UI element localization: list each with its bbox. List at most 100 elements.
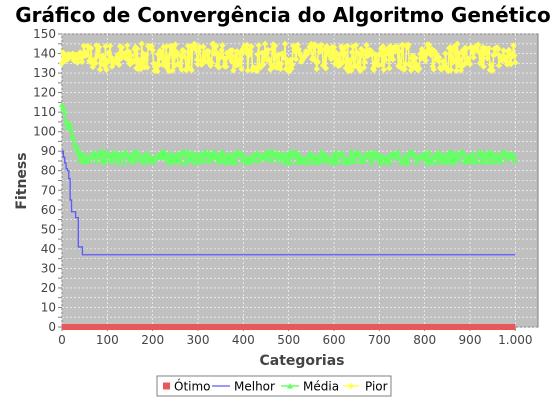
pior-point	[259, 49, 266, 56]
pior-point	[244, 67, 252, 74]
legend-marker	[347, 382, 355, 390]
pior-point	[74, 59, 81, 66]
pior-point	[172, 41, 179, 48]
pior-point	[260, 61, 267, 68]
pior-point	[435, 54, 443, 61]
pior-point	[455, 50, 463, 57]
pior-point	[142, 55, 149, 62]
pior-point	[164, 54, 172, 61]
pior-point	[79, 53, 87, 61]
pior-point	[484, 55, 491, 62]
media-point	[115, 159, 122, 166]
pior-point	[69, 50, 77, 57]
pior-point	[379, 43, 387, 50]
pior-point	[148, 43, 155, 50]
pior-point	[452, 46, 459, 53]
pior-point	[324, 46, 331, 53]
pior-point	[198, 61, 205, 68]
pior-point	[118, 44, 126, 51]
media-point	[224, 159, 231, 166]
y-tick-label: 120	[33, 86, 56, 100]
media-point	[167, 150, 174, 156]
media-point	[290, 153, 297, 160]
pior-point	[103, 66, 110, 73]
media-point	[133, 156, 140, 162]
pior-point	[280, 54, 288, 62]
y-tick-label: 130	[33, 66, 56, 80]
pior-point	[440, 58, 447, 65]
pior-point	[200, 43, 207, 51]
pior-point	[463, 45, 470, 53]
media-point	[99, 148, 106, 154]
media-point	[93, 158, 100, 165]
pior-point	[155, 61, 163, 68]
media-point	[184, 159, 191, 165]
pior-point	[202, 50, 210, 58]
pior-point	[329, 52, 337, 59]
pior-point	[416, 65, 423, 72]
media-point	[161, 148, 168, 154]
pior-point	[347, 57, 354, 64]
pior-point	[254, 51, 262, 58]
pior-point	[223, 49, 231, 57]
legend-marker	[287, 383, 293, 389]
pior-point	[397, 64, 405, 71]
media-point	[480, 149, 487, 156]
media-point	[186, 156, 193, 163]
media-point	[268, 157, 275, 163]
pior-point	[314, 58, 321, 65]
media-point	[63, 119, 70, 126]
pior-point	[456, 56, 464, 63]
media-point	[339, 148, 346, 155]
y-tick-label: 10	[41, 300, 56, 314]
media-point	[129, 159, 136, 166]
pior-point	[447, 66, 455, 74]
pior-point	[360, 64, 368, 71]
media-point	[483, 155, 490, 162]
pior-point	[231, 59, 238, 67]
pior-point	[346, 64, 353, 71]
pior-point	[427, 51, 435, 58]
x-tick-label: 800	[413, 333, 436, 347]
pior-point	[100, 56, 107, 63]
media-point	[233, 159, 240, 166]
media-point	[185, 148, 192, 154]
pior-point	[318, 41, 325, 49]
pior-point	[495, 62, 503, 69]
pior-point	[144, 64, 151, 71]
pior-point	[218, 46, 225, 54]
y-tick-label: 80	[41, 164, 56, 178]
y-tick-label: 140	[33, 47, 56, 61]
legend-label: Pior	[365, 380, 388, 394]
media-point	[387, 159, 394, 166]
media-point	[70, 134, 77, 141]
media-point	[368, 159, 375, 166]
pior-point	[474, 41, 482, 48]
pior-point	[377, 50, 384, 58]
media-point	[400, 159, 407, 166]
pior-point	[230, 67, 237, 74]
pior-point	[195, 48, 203, 55]
pior-point	[474, 47, 481, 54]
pior-point	[507, 60, 514, 68]
pior-point	[396, 48, 403, 55]
media-point	[498, 154, 505, 161]
media-point	[331, 152, 337, 158]
pior-point	[512, 59, 519, 66]
media-point	[120, 159, 127, 165]
media-point	[307, 150, 314, 156]
y-tick-label: 50	[41, 222, 56, 236]
pior-point	[336, 51, 343, 59]
media-point	[491, 158, 498, 165]
pior-point	[348, 67, 355, 74]
pior-point	[97, 60, 105, 67]
pior-point	[511, 52, 518, 59]
media-point	[287, 159, 294, 166]
media-point	[338, 153, 345, 159]
media-point	[487, 158, 494, 164]
media-point	[61, 109, 68, 115]
media-point	[405, 159, 412, 165]
pior-point	[210, 40, 217, 48]
media-point	[200, 158, 207, 164]
